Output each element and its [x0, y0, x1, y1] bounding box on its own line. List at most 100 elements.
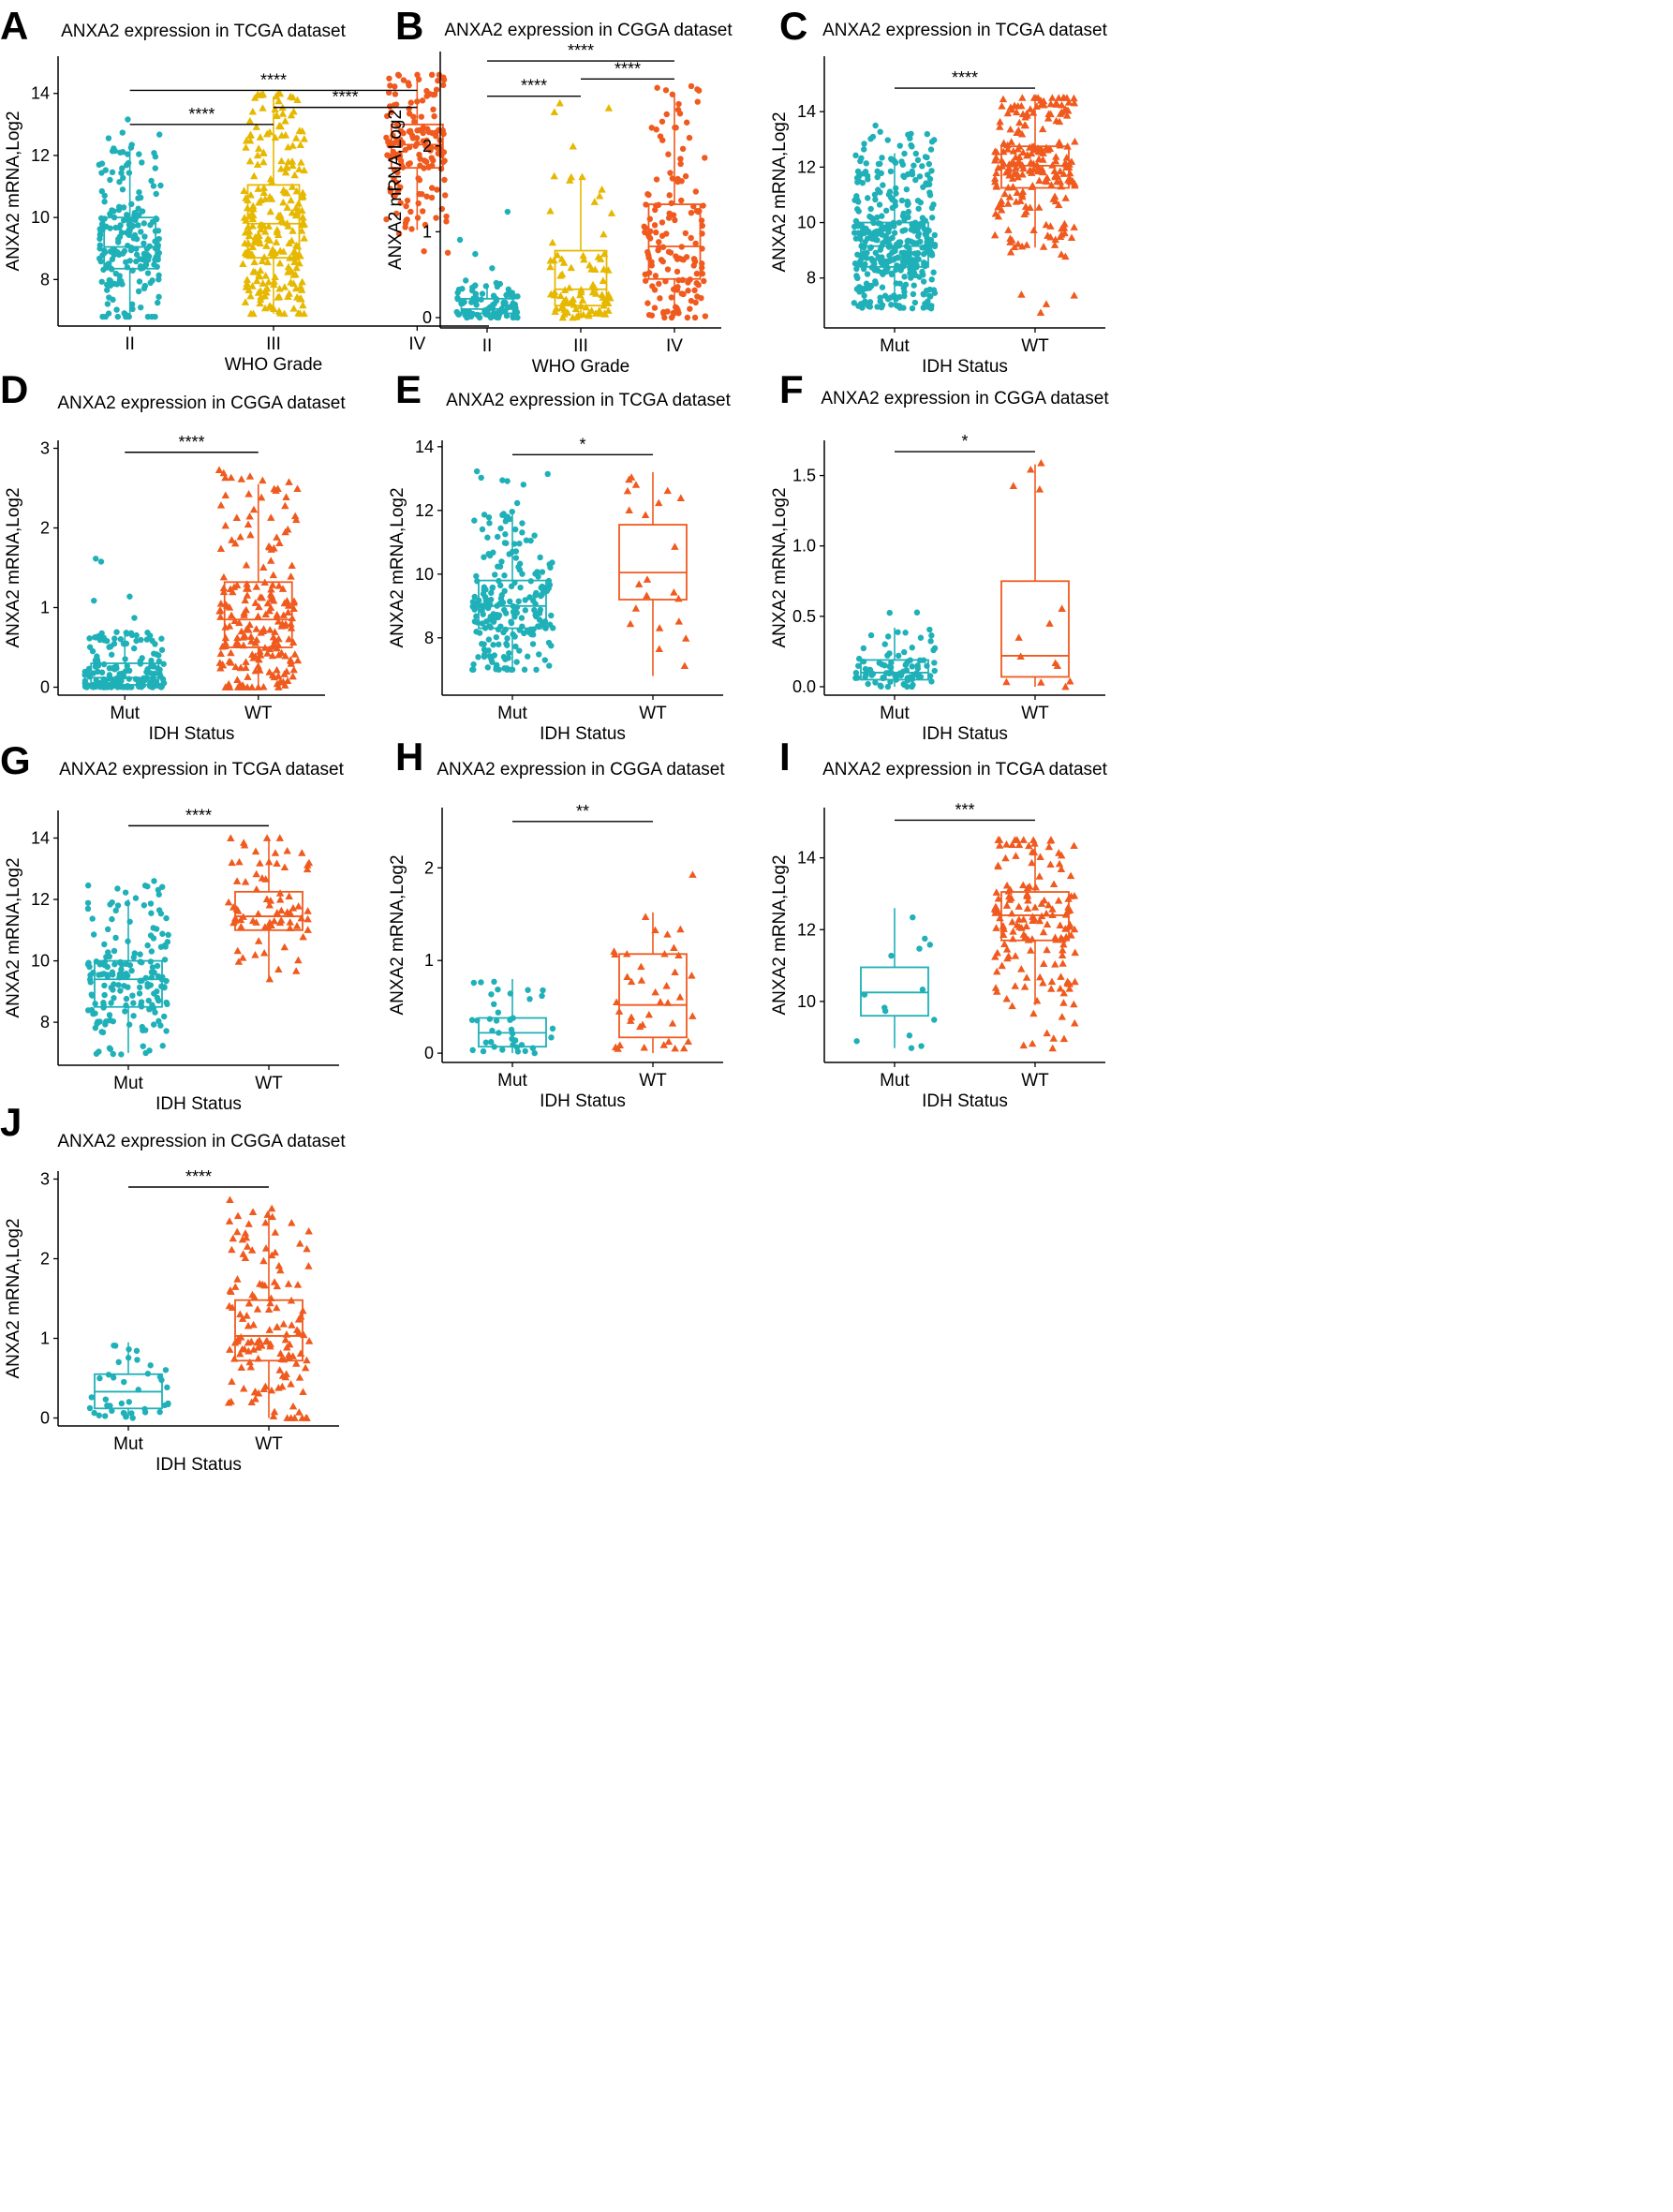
data-point: [674, 178, 681, 186]
data-point: [261, 1337, 271, 1345]
group-wt: [224, 1195, 314, 1421]
box: [90, 662, 160, 686]
data-point: [918, 1043, 925, 1049]
data-point: [261, 610, 270, 617]
data-point: [895, 255, 902, 261]
box: [554, 249, 608, 307]
data-point: [262, 242, 271, 249]
data-point: [644, 191, 651, 198]
data-point: [408, 226, 415, 232]
data-point: [863, 228, 869, 234]
data-point: [1039, 978, 1047, 987]
data-point: [993, 967, 1001, 975]
data-point: [909, 304, 916, 312]
data-point: [913, 609, 921, 616]
data-point: [291, 967, 301, 974]
data-point: [1058, 604, 1066, 612]
data-point: [871, 191, 879, 198]
data-point: [866, 299, 874, 305]
data-point: [651, 222, 659, 229]
data-point: [428, 194, 436, 201]
data-point: [1017, 290, 1026, 298]
data-point: [275, 292, 284, 301]
data-point: [919, 268, 925, 275]
data-point: [244, 520, 253, 528]
y-tick-label: 2: [424, 858, 434, 877]
data-point: [156, 131, 163, 138]
data-point: [880, 240, 886, 246]
data-point: [659, 137, 666, 143]
data-point: [881, 225, 888, 231]
y-axis-label: ANXA2 mRNA,Log2: [388, 854, 407, 1015]
data-point: [1021, 112, 1029, 121]
data-point: [855, 169, 862, 176]
data-point: [98, 170, 105, 176]
data-point: [228, 858, 236, 867]
data-point: [866, 304, 874, 310]
data-point: [996, 123, 1004, 130]
data-point: [905, 208, 912, 215]
data-point: [1014, 902, 1023, 910]
data-point: [234, 1334, 243, 1343]
data-point: [1060, 219, 1069, 228]
data-point: [216, 613, 225, 620]
data-point: [1025, 882, 1034, 890]
data-point: [473, 613, 480, 619]
data-point: [163, 977, 170, 985]
data-point: [926, 942, 933, 948]
data-point: [922, 935, 928, 943]
data-point: [1033, 143, 1043, 152]
data-point: [488, 589, 495, 597]
data-point: [511, 633, 518, 640]
data-point: [221, 639, 230, 646]
data-point: [128, 301, 136, 308]
data-point: [638, 1020, 647, 1029]
data-point: [1044, 900, 1053, 909]
data-point: [1035, 485, 1044, 493]
data-point: [1009, 183, 1017, 191]
data-point: [515, 598, 522, 605]
data-point: [930, 269, 937, 275]
data-point: [1066, 871, 1075, 880]
data-point: [501, 572, 508, 579]
data-point: [870, 257, 878, 264]
data-point: [1046, 836, 1056, 843]
data-point: [388, 109, 394, 115]
data-point: [269, 632, 278, 641]
data-point: [491, 652, 498, 659]
data-point: [273, 226, 282, 233]
data-point: [556, 272, 565, 279]
data-point: [559, 259, 569, 266]
data-point: [550, 256, 558, 264]
data-point: [249, 204, 258, 213]
data-point: [886, 650, 893, 657]
data-point: [993, 987, 1001, 995]
data-point: [861, 141, 867, 147]
data-point: [384, 112, 391, 120]
data-point: [854, 675, 861, 681]
data-point: [96, 245, 103, 252]
data-point: [531, 532, 538, 539]
data-point: [668, 314, 675, 321]
x-tick-label: III: [573, 336, 588, 356]
x-axis-label: IDH Status: [922, 724, 1008, 744]
data-point: [251, 599, 259, 606]
data-point: [287, 111, 296, 119]
data-point: [419, 190, 425, 198]
data-point: [154, 994, 161, 1002]
data-point: [221, 521, 229, 529]
data-point: [289, 107, 298, 115]
y-tick-label: 2: [40, 519, 50, 538]
data-point: [116, 203, 123, 211]
data-point: [226, 683, 234, 690]
data-point: [299, 1388, 307, 1396]
data-point: [1062, 94, 1072, 101]
data-point: [585, 311, 593, 319]
data-point: [863, 160, 869, 167]
data-point: [888, 270, 895, 276]
panel-letter: H: [395, 735, 423, 779]
data-point: [409, 135, 417, 141]
data-point: [119, 129, 126, 136]
data-point: [256, 593, 265, 601]
data-point: [852, 152, 859, 159]
